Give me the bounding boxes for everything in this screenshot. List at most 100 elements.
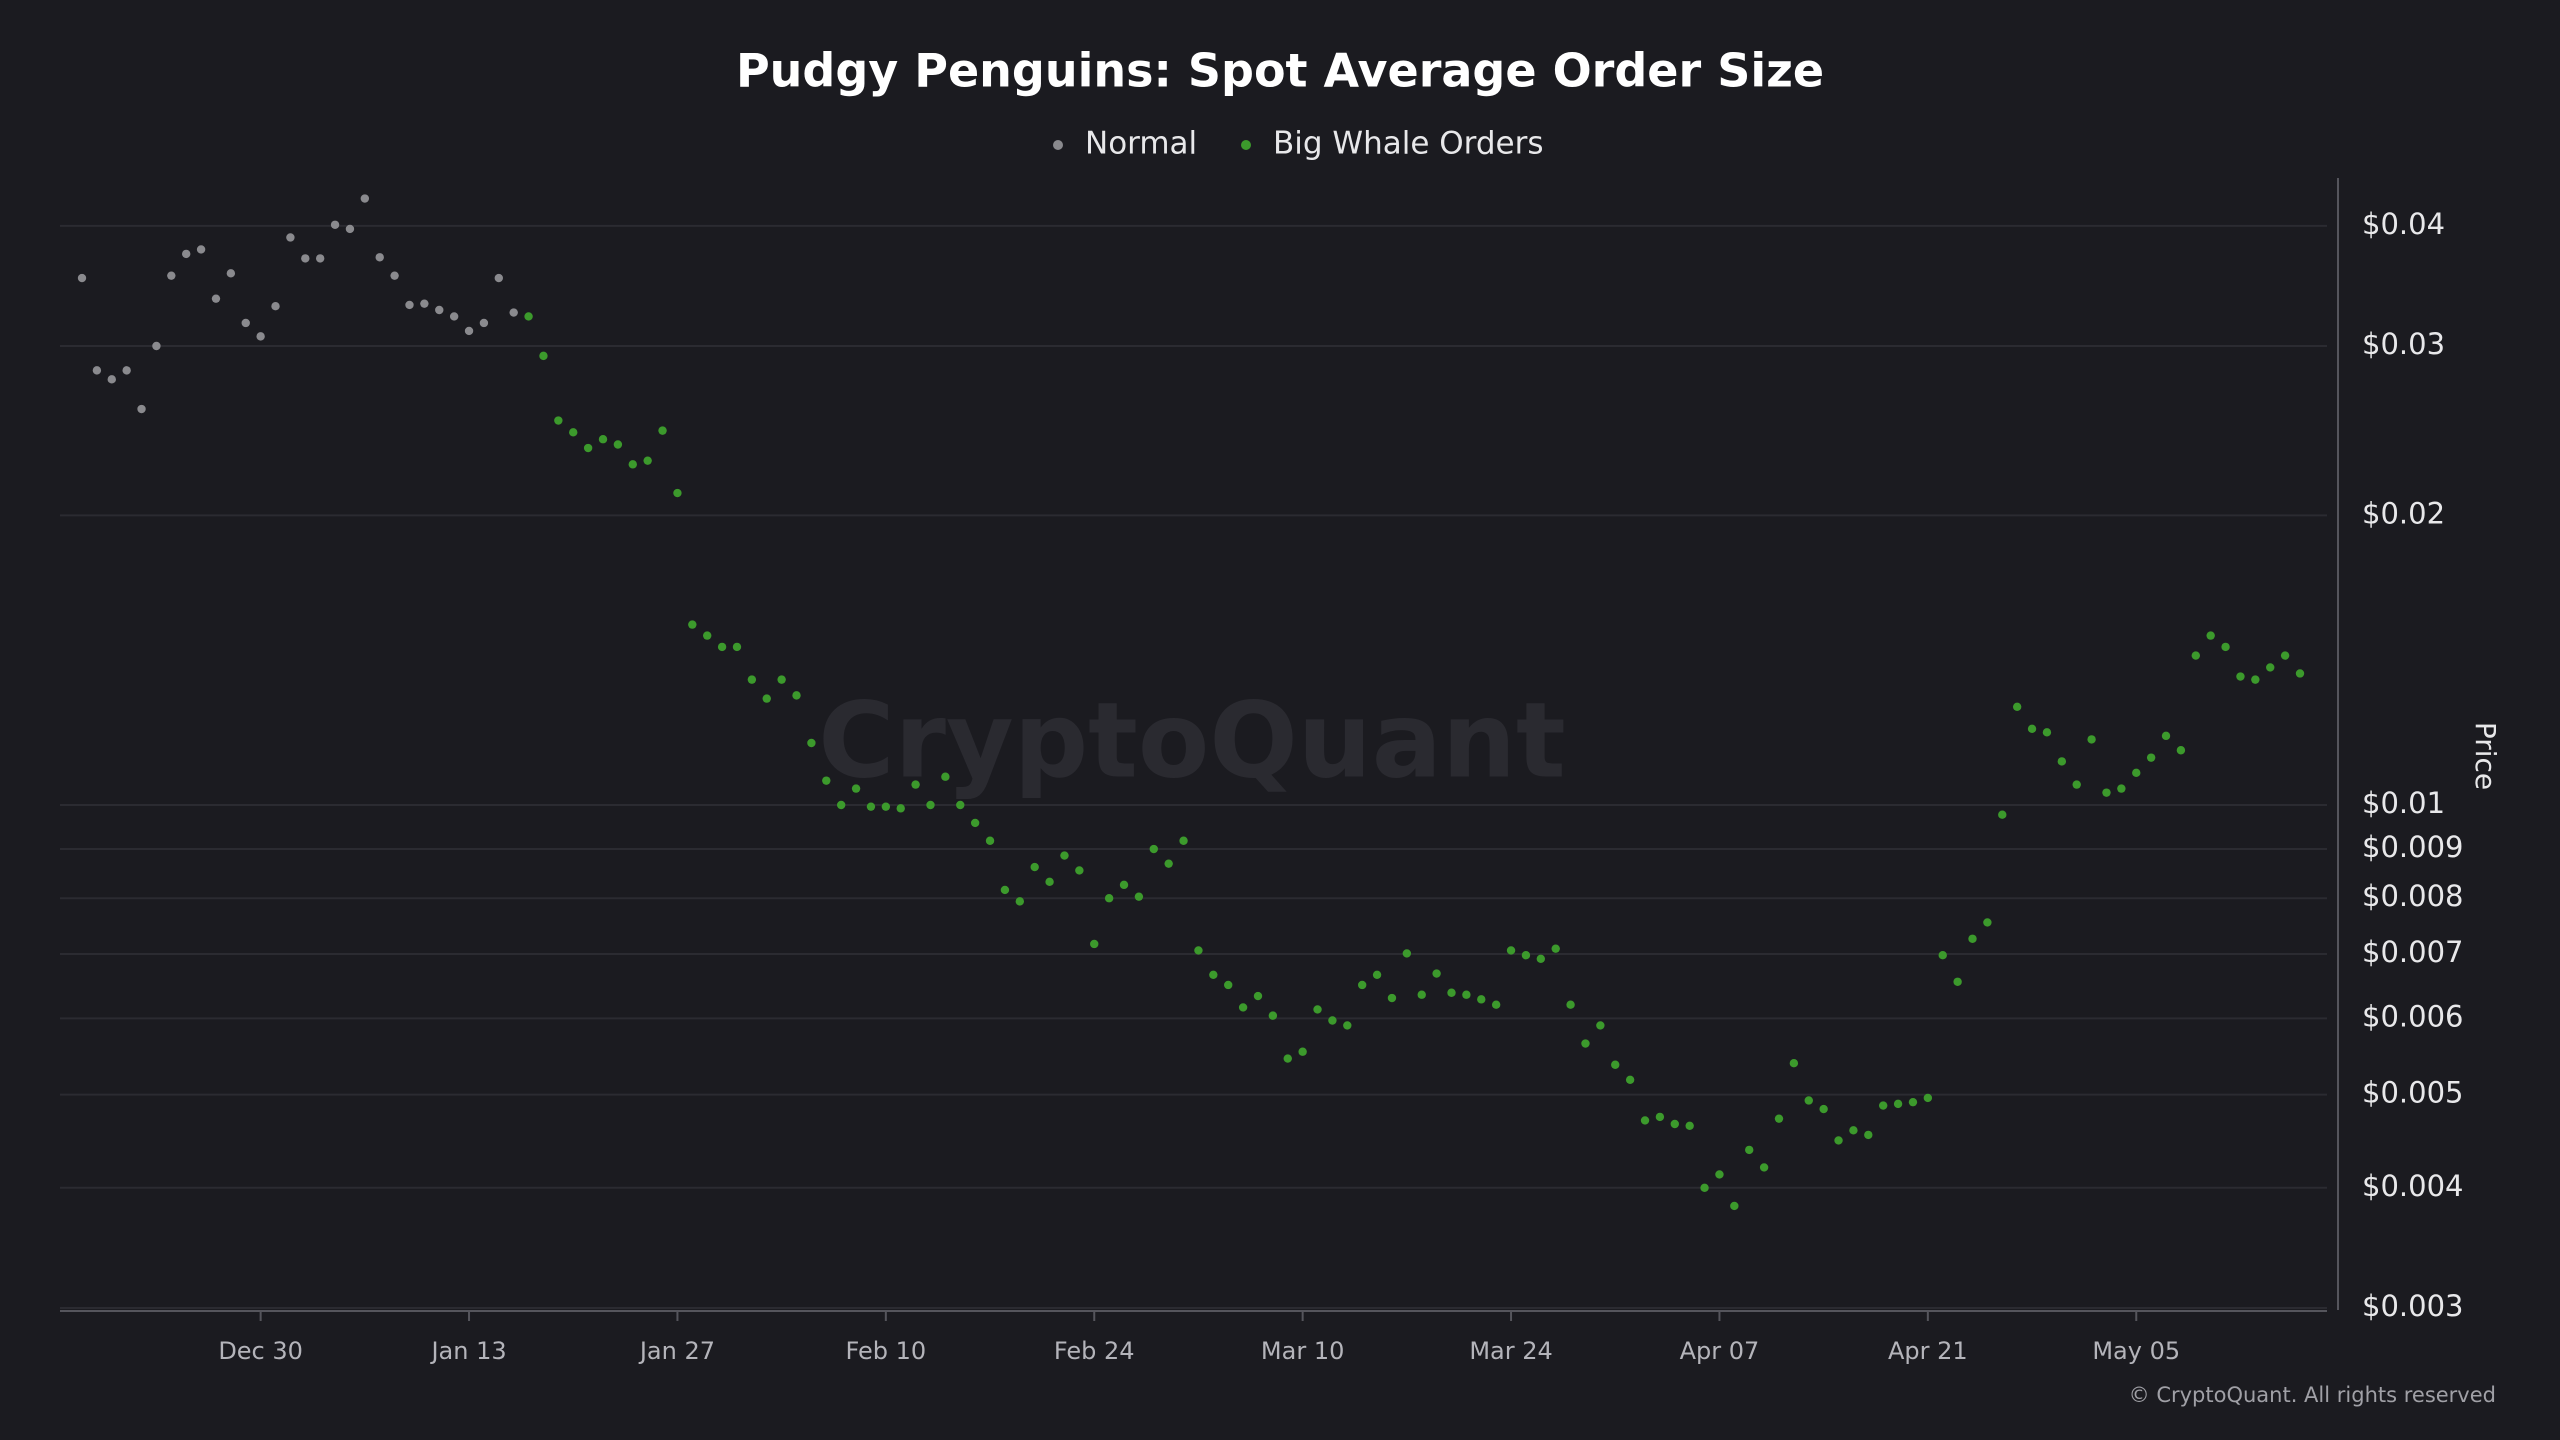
data-point — [777, 675, 786, 684]
data-point — [2266, 663, 2275, 672]
data-point — [1864, 1130, 1873, 1140]
data-point — [1759, 1163, 1769, 1172]
data-point — [1015, 897, 1025, 906]
data-point — [2161, 731, 2171, 741]
data-point — [703, 631, 712, 640]
x-tick-label: Mar 24 — [1469, 1337, 1552, 1365]
data-point — [1804, 1096, 1813, 1105]
data-point — [1417, 990, 1426, 999]
data-point — [2087, 735, 2096, 744]
y-tick-label: $0.006 — [2362, 999, 2463, 1033]
y-tick-label: $0.04 — [2362, 207, 2445, 241]
data-point — [926, 800, 935, 810]
data-point — [1908, 1097, 1918, 1107]
data-point — [911, 780, 920, 789]
data-point — [241, 318, 250, 328]
data-point — [1134, 892, 1144, 901]
data-point — [1402, 949, 1412, 958]
data-point — [673, 488, 682, 498]
data-point — [688, 620, 697, 629]
data-point — [569, 428, 578, 437]
data-point — [2280, 651, 2290, 660]
data-point — [866, 802, 876, 811]
x-tick-label: Feb 10 — [846, 1337, 927, 1365]
data-point — [1789, 1059, 1799, 1068]
data-point — [1878, 1101, 1888, 1110]
data-point — [1238, 1003, 1248, 1012]
x-tick-label: May 05 — [2092, 1337, 2180, 1365]
data-point — [122, 366, 131, 375]
data-point — [1611, 1060, 1620, 1069]
data-point — [1998, 810, 2007, 819]
data-point — [807, 738, 816, 748]
data-point — [271, 301, 280, 311]
data-point — [554, 416, 563, 425]
data-point — [747, 675, 757, 684]
chart-title: Pudgy Penguins: Spot Average Order Size — [736, 44, 1824, 98]
data-point — [330, 220, 340, 229]
data-point — [1923, 1093, 1933, 1103]
data-point — [1119, 880, 1129, 890]
data-point — [1372, 970, 1382, 980]
y-tick-label: $0.02 — [2362, 496, 2445, 530]
data-point — [1387, 993, 1397, 1003]
legend-label: Big Whale Orders — [1273, 126, 1544, 162]
data-point — [1462, 990, 1471, 999]
x-tick-label: Mar 10 — [1261, 1337, 1344, 1365]
data-point — [1075, 866, 1084, 875]
data-point — [167, 271, 176, 280]
data-point — [2012, 702, 2022, 711]
data-point — [256, 332, 265, 341]
data-point — [375, 253, 384, 262]
data-point — [1447, 988, 1456, 997]
copyright: © CryptoQuant. All rights reserved — [2129, 1383, 2496, 1407]
data-point — [2057, 757, 2067, 766]
x-tick-label: Jan 13 — [429, 1337, 506, 1365]
data-point — [1030, 862, 1039, 872]
data-point — [941, 772, 950, 781]
data-point — [2206, 631, 2215, 640]
data-point — [524, 312, 533, 321]
data-point — [420, 299, 429, 308]
data-point — [970, 818, 980, 828]
data-point — [1194, 946, 1203, 955]
y-tick-label: $0.03 — [2362, 327, 2445, 361]
data-point — [360, 194, 370, 203]
data-point — [1685, 1121, 1694, 1131]
legend-marker — [1053, 140, 1063, 150]
data-point — [2221, 642, 2230, 652]
data-point — [1045, 877, 1054, 887]
data-point — [1164, 859, 1173, 868]
data-point — [1715, 1170, 1724, 1179]
data-point — [896, 804, 905, 813]
data-point — [1983, 918, 1992, 927]
data-point — [137, 404, 146, 414]
x-tick-label: Apr 07 — [1680, 1337, 1760, 1365]
legend-marker — [1241, 140, 1251, 150]
y-axis-label: Price — [2469, 722, 2502, 790]
data-point — [2042, 728, 2052, 737]
data-point — [449, 312, 459, 321]
data-point — [405, 300, 414, 310]
data-point — [985, 836, 995, 845]
data-point — [1283, 1054, 1292, 1063]
data-point — [1700, 1183, 1709, 1193]
data-point — [628, 460, 637, 469]
data-point — [717, 642, 727, 652]
data-point — [1745, 1145, 1754, 1155]
y-tick-label: $0.009 — [2362, 830, 2463, 864]
data-point — [301, 254, 310, 263]
data-point — [1834, 1136, 1843, 1145]
data-point — [286, 233, 295, 242]
data-point — [1328, 1016, 1337, 1025]
y-tick-label: $0.004 — [2362, 1169, 2463, 1203]
data-point — [1432, 969, 1441, 978]
data-point — [1209, 970, 1218, 980]
data-point — [822, 776, 831, 785]
data-point — [464, 326, 474, 336]
y-tick-label: $0.003 — [2362, 1289, 2463, 1323]
data-point — [1343, 1021, 1352, 1030]
data-point — [762, 694, 771, 703]
data-point — [2072, 780, 2081, 789]
